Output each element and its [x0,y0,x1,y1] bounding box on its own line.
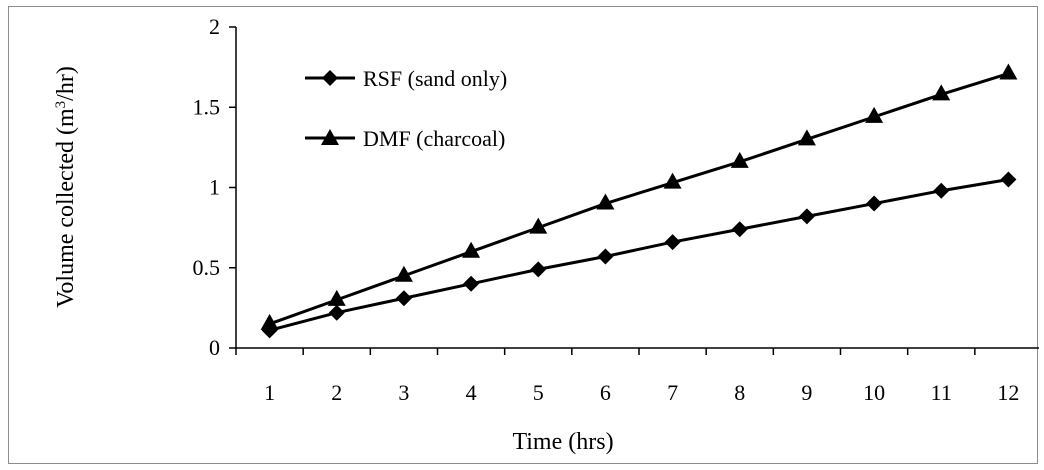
data-point-dmf [999,63,1018,80]
chart-frame: 0 0.5 1 1.5 2 1 2 3 4 5 6 7 8 9 10 11 12 Time (hrs) Vol… [8,6,1039,464]
data-point-dmf [327,289,346,306]
line-chart: 00.511.52 1 2 3 4 5 6 7 8 9 10 11 12 Time (hrs) Vol… [53,14,1039,455]
series-rsf [261,171,1017,339]
y-tick-label: 0.5 [193,255,221,280]
x-tick-label: 7 [667,380,678,405]
y-axis-title: Volume collected (m3/hr) [53,66,79,308]
legend-label-dmf: DMF (charcoal) [363,126,505,151]
data-point-dmf [596,193,615,210]
x-tick-label: 4 [466,380,477,405]
data-point-dmf [529,217,548,234]
x-tick-label: 3 [398,380,409,405]
x-tick-label: 11 [931,380,952,405]
y-axis-title-superscript: 3 [53,101,69,109]
series-dmf [260,63,1018,330]
x-tick-label: 9 [801,380,812,405]
x-tick-label: 12 [997,380,1019,405]
data-point-dmf [260,313,279,330]
data-point-rsf [463,275,480,292]
legend: RSF (sand only) DMF (charcoal) [305,66,507,151]
x-tick-label: 2 [331,380,342,405]
data-point-rsf [731,221,748,238]
data-point-rsf [597,248,614,265]
data-point-rsf [933,182,950,199]
data-point-dmf [730,151,749,168]
y-ticks: 0 0.5 1 1.5 2 [193,14,236,360]
y-tick-label: 1.5 [193,94,221,119]
series-line-dmf [269,72,1009,326]
data-point-rsf [1000,171,1017,188]
x-tick-label: 1 [264,380,275,405]
y-axis-title-main: Volume collected (m [53,108,79,308]
data-point-rsf [328,304,345,321]
x-tick-label: 10 [863,380,885,405]
data-point-rsf [798,208,815,225]
y-tick-label: 0 [209,335,220,360]
data-point-rsf [395,290,412,307]
x-tick-label: 8 [734,380,745,405]
data-point-dmf [932,84,951,101]
y-axis-title-unit: /hr) [53,66,79,101]
legend-label-rsf: RSF (sand only) [363,66,507,91]
x-tick-label: 5 [533,380,544,405]
y-tick-label: 1 [209,175,220,200]
series-line-rsf [269,177,1009,332]
data-point-rsf [866,195,883,212]
data-point-dmf [663,172,682,189]
x-tick-label: 6 [600,380,611,405]
legend-marker-diamond [322,70,338,86]
x-ticks: 1 2 3 4 5 6 7 8 9 10 11 12 [235,348,1019,405]
legend-marker-triangle [321,129,339,145]
data-point-rsf [530,261,547,278]
data-point-dmf [462,241,481,258]
axes [235,27,1039,349]
series-layer [260,63,1018,339]
data-point-dmf [797,129,816,146]
x-axis-title: Time (hrs) [512,429,613,455]
data-point-dmf [394,265,413,282]
y-tick-label: 2 [209,14,220,39]
data-point-rsf [664,234,681,251]
data-point-dmf [865,106,884,123]
